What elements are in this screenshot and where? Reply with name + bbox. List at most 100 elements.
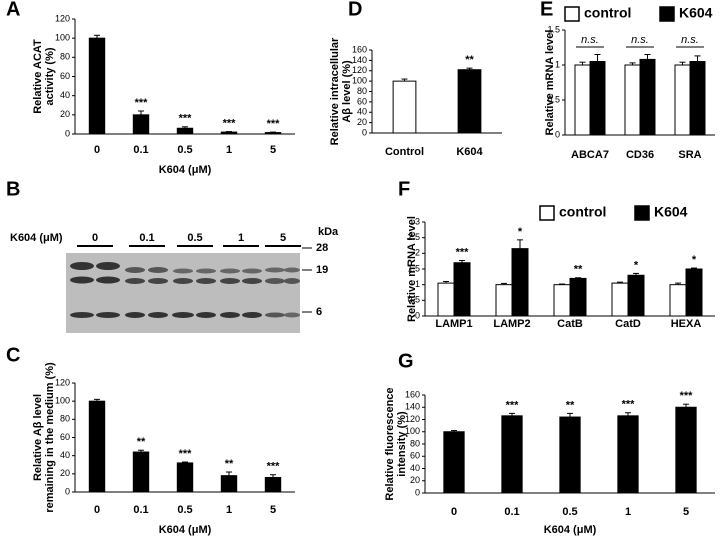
x-tick-label: CD36: [626, 149, 654, 161]
bar: [264, 132, 282, 135]
y-tick-label: 140: [352, 55, 367, 65]
y-tick-label: 0: [555, 129, 560, 139]
y-tick-label: 20: [60, 468, 70, 478]
y-tick-label: 120: [55, 13, 70, 23]
x-tick-label: 0: [94, 144, 100, 156]
blot-panel: B K604 (μM) kDa 28 19 6: [6, 178, 339, 333]
x-tick-label: 0.1: [133, 504, 148, 516]
y-axis-label: intensity (%): [396, 411, 408, 477]
bar: [88, 37, 106, 135]
lane-label: 5: [280, 232, 286, 244]
x-tick-label: 0.5: [177, 504, 192, 516]
x-tick-label: LAMP1: [435, 318, 472, 330]
significance: **: [225, 458, 234, 470]
y-tick-label: 120: [55, 377, 70, 387]
y-axis-label: activity (%): [44, 47, 56, 105]
significance: **: [574, 264, 583, 276]
bar: [689, 61, 706, 136]
y-axis-label: Relative fluorescence: [384, 387, 396, 500]
y-tick-label: 1.5: [407, 263, 420, 273]
blot-marker: 19: [316, 264, 328, 276]
x-tick-label: 0: [451, 506, 457, 518]
bar: [685, 268, 703, 317]
significance: ***: [267, 461, 281, 473]
annotation: n.s.: [631, 34, 649, 46]
bar: [559, 416, 581, 494]
bar: [132, 114, 150, 135]
x-tick-label: ABCA7: [571, 149, 609, 161]
x-tick-label: LAMP2: [493, 318, 530, 330]
y-tick-label: 100: [55, 33, 70, 43]
bar: [437, 282, 455, 317]
y-tick-label: 0: [362, 127, 367, 137]
bar: [392, 80, 417, 134]
legend-swatch: [659, 6, 675, 22]
legend-swatch: [634, 205, 650, 221]
x-axis-label: K604 (μM): [159, 524, 212, 536]
bar: [669, 284, 687, 317]
bar: [220, 475, 238, 493]
x-tick-label: SRA: [678, 149, 701, 161]
bar: [627, 274, 645, 317]
x-tick-label: 5: [270, 144, 276, 156]
bar: [264, 476, 282, 493]
significance: ***: [267, 118, 281, 130]
bar: [443, 431, 465, 494]
lane-label: 0.1: [139, 232, 154, 244]
x-axis-label: K604 (μM): [159, 164, 212, 176]
panel-letter: F: [398, 178, 410, 200]
y-tick-label: 20: [410, 475, 420, 485]
y-tick-label: 20: [357, 117, 367, 127]
x-tick-label: 5: [683, 506, 689, 518]
y-tick-label: 140: [405, 402, 420, 412]
legend-label: K604: [679, 5, 713, 21]
x-tick-label: 5: [270, 504, 276, 516]
y-tick-label: 1: [415, 279, 420, 289]
x-tick-label: K604: [456, 146, 483, 158]
x-tick-label: 1: [625, 506, 631, 518]
bar: [176, 462, 194, 493]
y-tick-label: 60: [60, 432, 70, 442]
y-tick-label: 100: [55, 396, 70, 406]
significance: *: [518, 226, 523, 238]
bar: [674, 64, 691, 136]
legend-label: K604: [654, 204, 688, 220]
bar: [511, 248, 529, 317]
x-tick-label: Control: [385, 146, 424, 158]
bar: [569, 277, 587, 317]
y-tick-label: 0: [415, 310, 420, 320]
bar: [589, 61, 606, 136]
x-tick-label: 0.1: [504, 506, 519, 518]
bar: [675, 406, 697, 494]
lane-label: 1: [238, 232, 244, 244]
y-tick-label: 0: [65, 128, 70, 138]
significance: ***: [506, 399, 520, 411]
legend-swatch: [539, 205, 555, 221]
y-tick-label: 80: [357, 86, 367, 96]
bar: [553, 284, 571, 317]
significance: ***: [223, 118, 237, 130]
significance: ***: [622, 399, 636, 411]
y-axis-label: remaining in the medium (%): [44, 362, 56, 513]
significance: ***: [179, 113, 193, 125]
legend-swatch: [564, 6, 580, 22]
x-tick-label: 0.5: [177, 144, 192, 156]
y-tick-label: 0.5: [547, 94, 560, 104]
annotation: n.s.: [681, 34, 699, 46]
bar: [611, 282, 629, 317]
blot-unit: kDa: [318, 226, 339, 238]
panel-letter: B: [6, 178, 20, 200]
significance: **: [465, 54, 474, 66]
y-tick-label: 1: [555, 59, 560, 69]
x-tick-label: 0.1: [133, 144, 148, 156]
y-axis-label: Relative ACAT: [32, 39, 44, 114]
y-axis-label: Aβ level (%): [341, 60, 353, 123]
lane-label: 0.5: [187, 232, 202, 244]
y-tick-label: 2: [415, 248, 420, 258]
y-axis-label: Relative intracellular: [329, 37, 341, 145]
blot-treatment: K604 (μM): [10, 232, 63, 244]
y-axis-label: Relative Aβ level: [32, 394, 44, 481]
bar: [176, 127, 194, 135]
significance: ***: [456, 246, 470, 258]
